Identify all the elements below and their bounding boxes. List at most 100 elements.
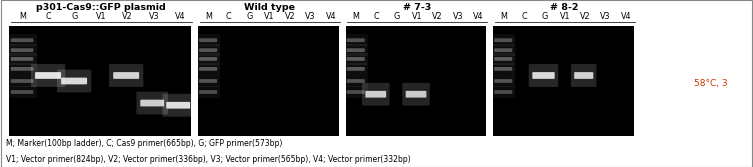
FancyBboxPatch shape — [491, 53, 515, 65]
FancyBboxPatch shape — [196, 53, 220, 65]
Text: p301-Cas9::GFP plasmid: p301-Cas9::GFP plasmid — [36, 3, 166, 12]
FancyBboxPatch shape — [346, 67, 364, 71]
Text: V3: V3 — [149, 12, 159, 21]
FancyBboxPatch shape — [529, 64, 558, 87]
Text: V4: V4 — [325, 12, 336, 21]
FancyBboxPatch shape — [343, 44, 367, 56]
FancyBboxPatch shape — [491, 75, 515, 87]
Text: V3: V3 — [453, 12, 463, 21]
FancyBboxPatch shape — [491, 44, 515, 56]
Text: V2: V2 — [432, 12, 443, 21]
FancyBboxPatch shape — [11, 48, 33, 52]
FancyBboxPatch shape — [346, 90, 364, 94]
FancyBboxPatch shape — [494, 79, 512, 83]
FancyBboxPatch shape — [494, 57, 512, 61]
FancyBboxPatch shape — [343, 34, 367, 46]
FancyBboxPatch shape — [402, 83, 430, 106]
FancyBboxPatch shape — [113, 72, 139, 79]
FancyBboxPatch shape — [491, 86, 515, 98]
FancyBboxPatch shape — [196, 63, 220, 75]
FancyBboxPatch shape — [346, 57, 364, 61]
Text: V3: V3 — [600, 12, 611, 21]
FancyBboxPatch shape — [494, 48, 512, 52]
Text: G: G — [246, 12, 252, 21]
Bar — [198, 26, 339, 136]
FancyBboxPatch shape — [494, 38, 512, 42]
FancyBboxPatch shape — [35, 72, 61, 79]
FancyBboxPatch shape — [109, 64, 143, 87]
FancyBboxPatch shape — [7, 44, 37, 56]
Bar — [346, 26, 486, 136]
FancyBboxPatch shape — [199, 48, 217, 52]
FancyBboxPatch shape — [196, 44, 220, 56]
Text: V4: V4 — [175, 12, 185, 21]
Text: G: G — [541, 12, 547, 21]
FancyBboxPatch shape — [362, 83, 389, 106]
Text: G: G — [72, 12, 78, 21]
Text: C: C — [46, 12, 51, 21]
FancyBboxPatch shape — [196, 34, 220, 46]
Text: C: C — [373, 12, 379, 21]
FancyBboxPatch shape — [11, 90, 33, 94]
FancyBboxPatch shape — [163, 94, 194, 117]
Text: # 7-3: # 7-3 — [403, 3, 431, 12]
Text: V1: V1 — [559, 12, 570, 21]
FancyBboxPatch shape — [346, 48, 364, 52]
Text: # 8-2: # 8-2 — [550, 3, 579, 12]
FancyBboxPatch shape — [199, 67, 217, 71]
FancyBboxPatch shape — [136, 92, 168, 114]
Text: V2: V2 — [580, 12, 590, 21]
Text: C: C — [521, 12, 526, 21]
FancyBboxPatch shape — [199, 90, 217, 94]
Text: V3: V3 — [305, 12, 316, 21]
FancyBboxPatch shape — [57, 70, 91, 92]
FancyBboxPatch shape — [196, 75, 220, 87]
Text: 58°C, 3: 58°C, 3 — [694, 79, 728, 88]
FancyBboxPatch shape — [343, 53, 367, 65]
FancyBboxPatch shape — [199, 38, 217, 42]
FancyBboxPatch shape — [31, 64, 66, 87]
FancyBboxPatch shape — [494, 90, 512, 94]
FancyBboxPatch shape — [532, 72, 555, 79]
FancyBboxPatch shape — [11, 57, 33, 61]
FancyBboxPatch shape — [140, 100, 164, 106]
FancyBboxPatch shape — [7, 86, 37, 98]
Bar — [9, 26, 191, 136]
Text: M; Marker(100bp ladder), C; Cas9 primer(665bp), G; GFP primer(573bp): M; Marker(100bp ladder), C; Cas9 primer(… — [6, 139, 282, 148]
FancyBboxPatch shape — [11, 79, 33, 83]
FancyBboxPatch shape — [346, 79, 364, 83]
Bar — [493, 26, 634, 136]
FancyBboxPatch shape — [7, 63, 37, 75]
FancyBboxPatch shape — [196, 86, 220, 98]
FancyBboxPatch shape — [61, 78, 87, 84]
Text: V1: V1 — [264, 12, 275, 21]
Text: V4: V4 — [473, 12, 483, 21]
FancyBboxPatch shape — [571, 64, 596, 87]
FancyBboxPatch shape — [491, 63, 515, 75]
FancyBboxPatch shape — [346, 38, 364, 42]
FancyBboxPatch shape — [343, 63, 367, 75]
FancyBboxPatch shape — [7, 34, 37, 46]
FancyBboxPatch shape — [343, 75, 367, 87]
Text: M: M — [500, 12, 507, 21]
FancyBboxPatch shape — [7, 53, 37, 65]
FancyBboxPatch shape — [11, 67, 33, 71]
FancyBboxPatch shape — [199, 79, 217, 83]
Text: V1; Vector primer(824bp), V2; Vector primer(336bp), V3; Vector primer(565bp), V4: V1; Vector primer(824bp), V2; Vector pri… — [6, 155, 410, 164]
Text: M: M — [205, 12, 212, 21]
FancyBboxPatch shape — [491, 34, 515, 46]
Text: V4: V4 — [620, 12, 631, 21]
Text: C: C — [226, 12, 231, 21]
FancyBboxPatch shape — [575, 72, 593, 79]
FancyBboxPatch shape — [166, 102, 191, 109]
FancyBboxPatch shape — [199, 57, 217, 61]
Text: V2: V2 — [122, 12, 133, 21]
Text: Wild type: Wild type — [244, 3, 295, 12]
FancyBboxPatch shape — [494, 67, 512, 71]
FancyBboxPatch shape — [7, 75, 37, 87]
Text: V2: V2 — [285, 12, 295, 21]
Text: V1: V1 — [412, 12, 422, 21]
FancyBboxPatch shape — [406, 91, 426, 98]
FancyBboxPatch shape — [11, 38, 33, 42]
Text: M: M — [352, 12, 359, 21]
